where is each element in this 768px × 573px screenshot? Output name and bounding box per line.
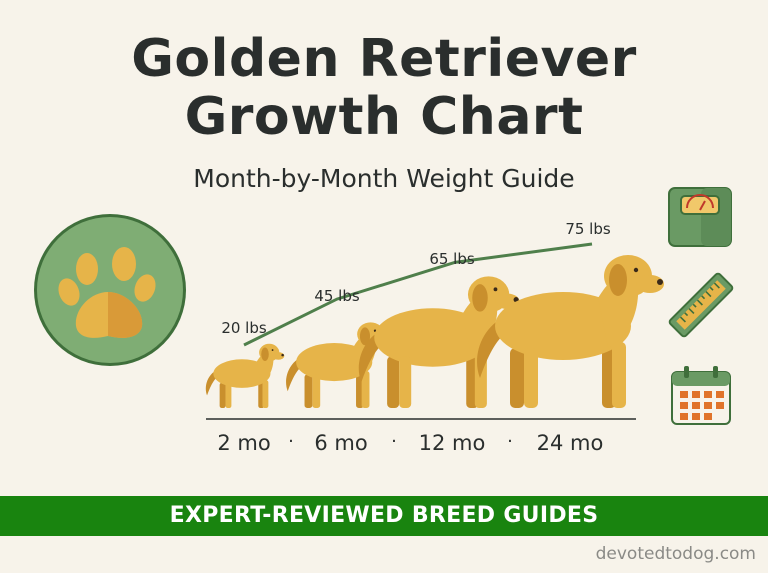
data-label-2mo: 20 lbs: [221, 319, 267, 337]
data-label-24mo: 75 lbs: [565, 220, 611, 238]
title-line-2: Growth Chart: [184, 87, 584, 147]
growth-trend-line: [243, 242, 593, 347]
x-tick-label-12mo: 12 mo: [419, 431, 486, 455]
page-subtitle: Month-by-Month Weight Guide: [193, 164, 575, 193]
x-tick-separator: ·: [507, 431, 513, 452]
growth-chart: 20 lbs 45 lbs 65 lbs 75 lbs 2 mo 6 mo 12 mo 24 …: [205, 220, 664, 455]
x-tick-separator: ·: [288, 431, 294, 452]
banner: EXPERT-REVIEWED BREED GUIDES: [0, 496, 768, 536]
calendar-icon: [671, 366, 731, 425]
title-line-1: Golden Retriever: [131, 29, 637, 89]
dog-figure-3: [477, 255, 664, 408]
x-tick-separator: ·: [391, 431, 397, 452]
scale-icon: [668, 187, 732, 247]
data-label-6mo: 45 lbs: [314, 287, 360, 305]
page-title: Golden Retriever Growth Chart: [0, 30, 768, 146]
site-credit: devotedtodog.com: [595, 544, 756, 564]
x-tick-label-24mo: 24 mo: [537, 431, 604, 455]
ruler-icon: [668, 272, 734, 338]
dog-figure-2: [358, 276, 520, 408]
x-tick-label-6mo: 6 mo: [314, 431, 367, 455]
data-label-12mo: 65 lbs: [429, 250, 475, 268]
x-tick-label-2mo: 2 mo: [217, 431, 270, 455]
dog-figure-0: [205, 343, 285, 408]
paw-icon: [34, 214, 186, 366]
